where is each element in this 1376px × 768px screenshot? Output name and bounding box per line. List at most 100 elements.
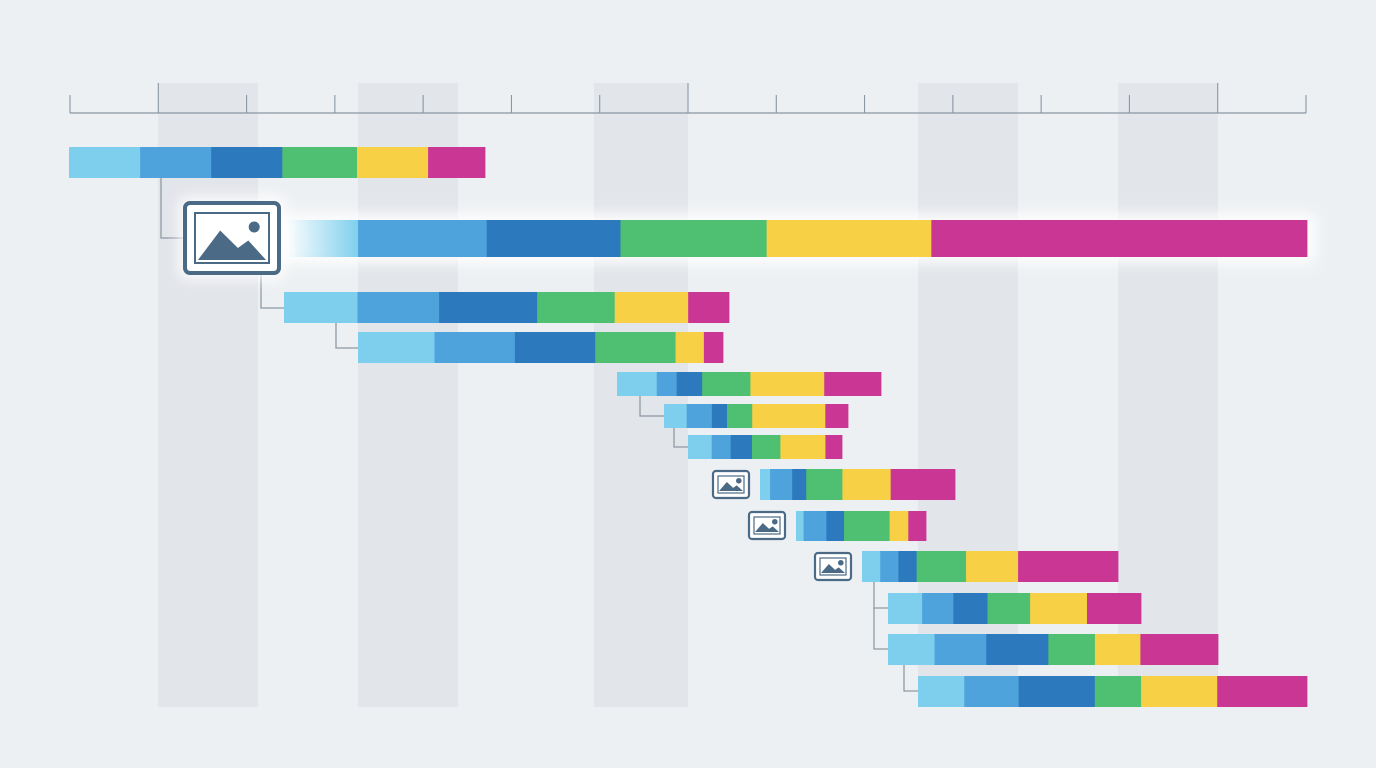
bar-segment-3 [986,634,1049,665]
bar-segment-1 [286,220,359,257]
timeline-row [888,593,1142,624]
image-icon [711,469,751,500]
bar-segment-5 [752,404,826,428]
bar-segment-1 [617,372,658,396]
connector-line-5 [673,428,688,448]
bar-segment-5 [675,332,705,363]
timeline-row [747,510,927,541]
timeline-rows [69,147,1315,707]
bar-segment-3 [898,551,918,582]
timeline-row [617,372,882,396]
image-icon [747,510,787,541]
bar-segment-4 [987,593,1031,624]
bar-segment-4 [537,292,616,323]
bar-segment-3 [211,147,283,178]
timeline-row [69,147,486,178]
connector-line-1 [160,178,183,239]
image-icon-mountains [755,522,779,532]
connector-line-4 [639,396,664,417]
bar-segment-3 [486,220,621,257]
image-icon-inner [194,212,270,264]
bar-segment-4 [916,551,967,582]
bar-segment-3 [514,332,596,363]
bar-segment-2 [357,292,440,323]
bar-segment-4 [595,332,676,363]
image-icon [179,197,285,279]
bar-segment-6 [1086,593,1142,624]
bar-segment-5 [1030,593,1088,624]
bar-segment-6 [825,435,843,459]
bar-segment-4 [702,372,751,396]
bar-segment-5 [750,372,825,396]
bar-segment-6 [1140,634,1219,665]
image-icon-frame [747,510,787,541]
connector-line-3 [335,323,358,349]
bar-segment-1 [888,593,923,624]
bar-segment-1 [688,435,713,459]
bar-segment-3 [1018,676,1096,707]
bar-segment-3 [730,435,753,459]
bar-segment-2 [964,676,1020,707]
image-icon-frame [813,551,853,582]
bar-segment-6 [1217,676,1308,707]
bar-segment-4 [751,435,781,459]
image-icon-inner [753,516,781,535]
bar-segment-2 [880,551,899,582]
timeline-row [888,634,1219,665]
bar-segment-4 [1094,676,1142,707]
bar-segment-1 [796,511,804,541]
bar-segment-2 [358,220,488,257]
timeline-row [358,332,724,363]
timeline-row [664,404,849,428]
bar-segment-3 [826,511,845,541]
connector-line-2 [260,274,284,309]
bar-segment-2 [934,634,987,665]
bar-segment-6 [703,332,724,363]
bar-segment-5 [842,469,892,500]
bar-segment-2 [803,511,827,541]
bar-segment-1 [69,147,141,178]
connector-lines [160,178,918,692]
bar-segment-4 [844,511,890,541]
bar-segment-1 [284,292,358,323]
bar-segment-6 [428,147,486,178]
bar-segment-5 [889,511,909,541]
bar-segment-2 [711,435,732,459]
connector-line-6 [873,582,888,609]
bar-segment-3 [792,469,807,500]
timeline-row [918,676,1308,707]
bar-segment-6 [908,511,927,541]
bar-segment-2 [656,372,678,396]
image-icon-mountains [821,563,845,573]
bar-segment-4 [806,469,843,500]
bar-segment-5 [1141,676,1218,707]
bar-segment-1 [664,404,688,428]
bar-segment-1 [760,469,771,500]
image-icon-sun [736,477,742,484]
bar-segment-5 [614,292,689,323]
connector-line-7 [873,608,888,650]
connector-line-8 [903,665,918,692]
timeline-row [813,551,1119,582]
image-icon-frame [711,469,751,500]
bar-segment-6 [688,292,730,323]
shaded-column-2 [358,83,458,707]
shaded-column-1 [158,83,258,707]
bar-segment-3 [676,372,703,396]
bar-segment-2 [686,404,713,428]
bar-segment-5 [966,551,1019,582]
timeline-row [179,197,1315,279]
image-icon-mountains [719,481,743,491]
timeline-row [711,469,956,500]
bar-segment-5 [1094,634,1141,665]
image-icon-sun [248,221,260,233]
bar-segment-3 [711,404,728,428]
bar-segment-1 [862,551,881,582]
bar-segment-6 [931,220,1308,257]
bar-segment-6 [890,469,956,500]
bar-segment-2 [140,147,212,178]
bar-segment-2 [434,332,516,363]
image-icon-sun [838,559,844,566]
